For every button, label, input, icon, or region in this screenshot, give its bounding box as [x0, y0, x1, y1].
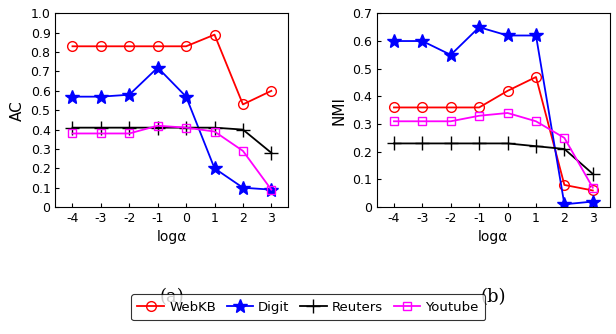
Text: (b): (b)	[480, 289, 506, 306]
Text: (a): (a)	[160, 289, 184, 306]
X-axis label: logα: logα	[478, 230, 509, 244]
Legend: WebKB, Digit, Reuters, Youtube: WebKB, Digit, Reuters, Youtube	[131, 294, 485, 320]
X-axis label: logα: logα	[156, 230, 187, 244]
Y-axis label: AC: AC	[10, 100, 25, 121]
Y-axis label: NMI: NMI	[331, 96, 346, 125]
